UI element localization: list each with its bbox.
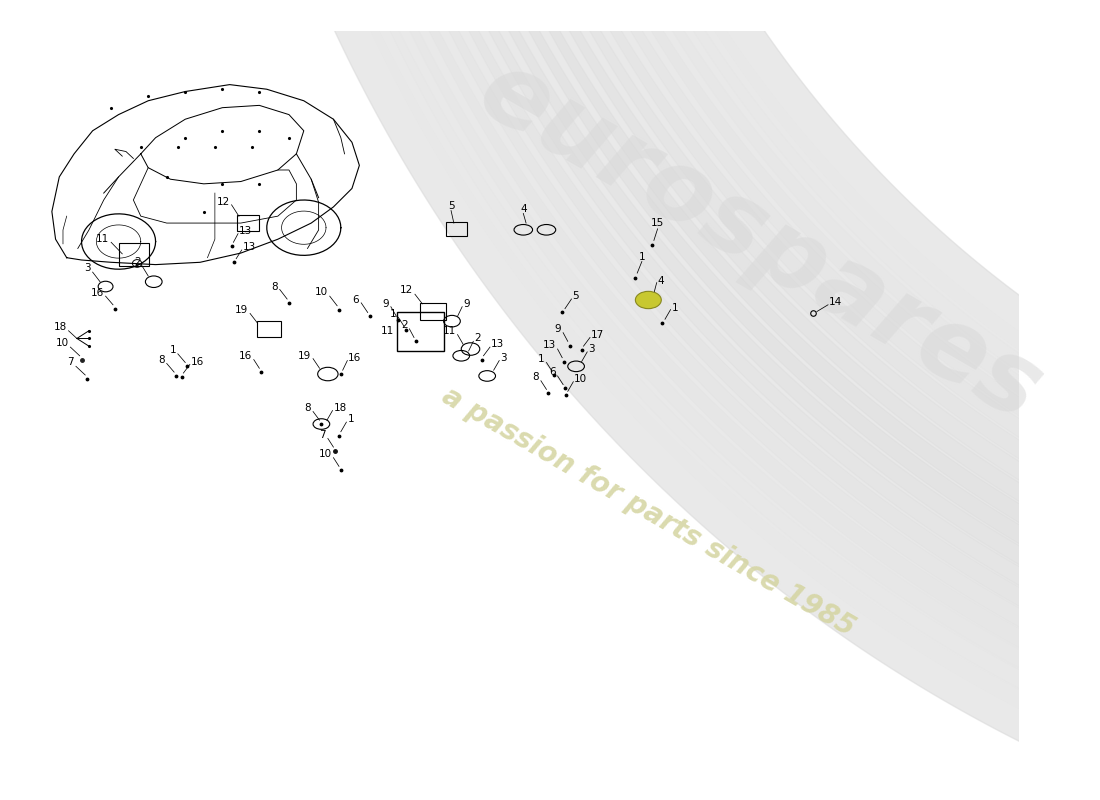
Text: 8: 8 bbox=[532, 372, 539, 382]
Text: 1: 1 bbox=[389, 310, 396, 319]
Text: 14: 14 bbox=[829, 297, 843, 307]
Text: 1: 1 bbox=[638, 252, 646, 262]
Text: 9: 9 bbox=[463, 299, 470, 309]
Text: 2: 2 bbox=[400, 320, 407, 330]
Text: 18: 18 bbox=[54, 322, 67, 332]
Text: 13: 13 bbox=[491, 339, 504, 350]
Text: 3: 3 bbox=[500, 353, 507, 362]
Text: 8: 8 bbox=[305, 402, 311, 413]
Text: 8: 8 bbox=[272, 282, 278, 291]
Text: 1: 1 bbox=[348, 414, 354, 424]
Text: 13: 13 bbox=[243, 242, 256, 252]
Text: 12: 12 bbox=[399, 286, 414, 295]
Text: 15: 15 bbox=[651, 218, 664, 228]
Text: 19: 19 bbox=[298, 350, 311, 361]
Text: 12: 12 bbox=[217, 197, 230, 207]
Text: 16: 16 bbox=[349, 353, 362, 362]
Text: 17: 17 bbox=[591, 330, 604, 340]
Text: 16: 16 bbox=[239, 350, 252, 361]
Text: 1: 1 bbox=[538, 354, 544, 364]
Text: 2: 2 bbox=[134, 257, 141, 266]
Text: 6: 6 bbox=[549, 367, 556, 377]
Text: 11: 11 bbox=[381, 326, 394, 336]
Text: 1: 1 bbox=[671, 302, 678, 313]
Text: 4: 4 bbox=[658, 276, 664, 286]
Text: eurospares: eurospares bbox=[461, 42, 1058, 442]
Text: 4: 4 bbox=[520, 204, 527, 214]
Text: 10: 10 bbox=[319, 449, 331, 459]
Text: 7: 7 bbox=[319, 430, 326, 440]
Text: 16: 16 bbox=[190, 357, 204, 366]
Text: 9: 9 bbox=[383, 299, 389, 309]
Text: 3: 3 bbox=[84, 263, 91, 274]
Text: 8: 8 bbox=[158, 354, 165, 365]
Text: 13: 13 bbox=[239, 226, 252, 236]
Text: 16: 16 bbox=[90, 288, 103, 298]
Text: 10: 10 bbox=[315, 287, 328, 298]
Text: 11: 11 bbox=[442, 326, 455, 336]
Polygon shape bbox=[235, 0, 1100, 800]
Text: 18: 18 bbox=[333, 402, 346, 413]
Text: a passion for parts since 1985: a passion for parts since 1985 bbox=[437, 382, 860, 642]
Text: 11: 11 bbox=[96, 234, 109, 245]
Text: 6: 6 bbox=[353, 295, 360, 305]
Ellipse shape bbox=[636, 291, 661, 309]
Text: 5: 5 bbox=[448, 201, 454, 210]
Text: 3: 3 bbox=[588, 344, 595, 354]
Text: 9: 9 bbox=[554, 324, 561, 334]
Text: 7: 7 bbox=[67, 358, 74, 367]
Text: 19: 19 bbox=[235, 305, 249, 314]
Text: 5: 5 bbox=[572, 291, 579, 301]
Text: 10: 10 bbox=[55, 338, 68, 348]
Text: 10: 10 bbox=[574, 374, 587, 384]
Text: 1: 1 bbox=[169, 345, 176, 355]
Text: 2: 2 bbox=[474, 334, 481, 343]
Text: 13: 13 bbox=[542, 340, 556, 350]
